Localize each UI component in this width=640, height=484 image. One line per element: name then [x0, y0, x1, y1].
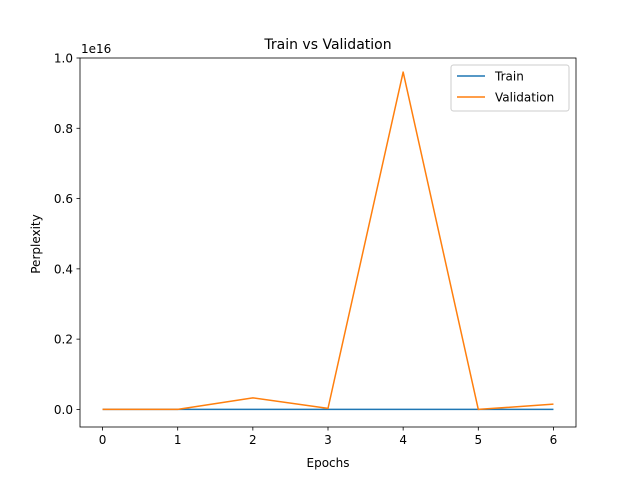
- y-tick-label: 0.0: [54, 403, 73, 417]
- legend-label-train: Train: [494, 70, 524, 84]
- x-axis-ticks: 0 1 2 3 4 5 6: [99, 427, 558, 447]
- x-tick-label: 4: [399, 433, 407, 447]
- series-line-validation: [102, 71, 554, 411]
- legend: Train Validation: [450, 64, 570, 112]
- x-axis-label: Epochs: [307, 456, 350, 470]
- y-tick-label: 0.6: [54, 192, 73, 206]
- y-scale-label: 1e16: [81, 42, 111, 56]
- y-tick-label: 0.2: [54, 333, 73, 347]
- y-tick-label: 0.8: [54, 122, 73, 136]
- x-tick-label: 2: [249, 433, 257, 447]
- x-tick-label: 0: [99, 433, 107, 447]
- x-tick-label: 5: [474, 433, 482, 447]
- plot-frame: [79, 57, 577, 428]
- chart-title: Train vs Validation: [263, 37, 391, 53]
- y-axis-label: Perplexity: [29, 214, 43, 274]
- x-tick-label: 3: [324, 433, 332, 447]
- plot-area: [79, 57, 577, 428]
- x-tick-label: 6: [550, 433, 558, 447]
- y-axis-ticks: 0.0 0.2 0.4 0.6 0.8 1.0: [54, 52, 80, 417]
- x-tick-label: 1: [174, 433, 182, 447]
- legend-label-validation: Validation: [495, 91, 554, 105]
- y-tick-label: 0.4: [54, 262, 73, 276]
- y-tick-label: 1.0: [54, 52, 73, 66]
